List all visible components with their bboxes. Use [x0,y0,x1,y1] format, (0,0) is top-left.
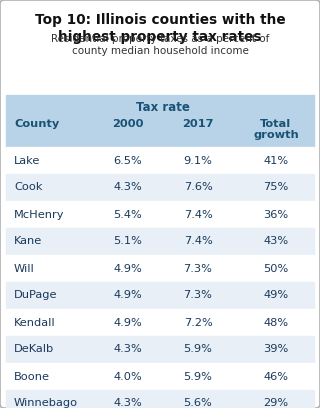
Text: 39%: 39% [263,344,289,355]
Text: 4.3%: 4.3% [114,399,142,408]
Text: 6.5%: 6.5% [114,155,142,166]
Text: 2000: 2000 [112,119,144,129]
Text: Will: Will [14,264,35,273]
Text: 5.6%: 5.6% [184,399,212,408]
Text: 41%: 41% [263,155,289,166]
Text: 29%: 29% [263,399,289,408]
Text: 50%: 50% [263,264,289,273]
Text: Cook: Cook [14,182,43,193]
Text: 7.3%: 7.3% [184,290,212,301]
Text: 4.0%: 4.0% [114,372,142,381]
Bar [6,255,314,282]
Text: Tax rate: Tax rate [136,101,190,114]
Text: 7.4%: 7.4% [184,209,212,220]
Text: Boone: Boone [14,372,50,381]
Text: DuPage: DuPage [14,290,58,301]
Bar [6,363,314,390]
Bar [6,228,314,255]
Text: McHenry: McHenry [14,209,65,220]
Text: Top 10: Illinois counties with the
highest property tax rates: Top 10: Illinois counties with the highe… [35,13,285,44]
Text: DeKalb: DeKalb [14,344,54,355]
Text: County: County [14,119,59,129]
Text: 5.1%: 5.1% [114,237,142,246]
Bar [6,201,314,228]
Text: 49%: 49% [263,290,289,301]
Text: Lake: Lake [14,155,40,166]
Text: 48%: 48% [263,317,289,328]
Text: Kendall: Kendall [14,317,56,328]
Bar [6,390,314,408]
Text: 4.3%: 4.3% [114,182,142,193]
Text: 7.2%: 7.2% [184,317,212,328]
Text: 75%: 75% [263,182,289,193]
Bar [6,95,314,147]
Text: 4.9%: 4.9% [114,317,142,328]
Text: 5.9%: 5.9% [184,344,212,355]
Bar [6,147,314,174]
Text: 7.3%: 7.3% [184,264,212,273]
Bar [6,174,314,201]
Text: 9.1%: 9.1% [184,155,212,166]
Text: Winnebago: Winnebago [14,399,78,408]
Text: Residential property taxes as a percent of
county median household income: Residential property taxes as a percent … [51,34,269,56]
Text: Kane: Kane [14,237,42,246]
Text: 4.9%: 4.9% [114,264,142,273]
Text: 5.4%: 5.4% [114,209,142,220]
Text: 36%: 36% [263,209,289,220]
Text: 7.4%: 7.4% [184,237,212,246]
Text: 43%: 43% [263,237,289,246]
Text: 4.3%: 4.3% [114,344,142,355]
Text: Total
growth: Total growth [253,119,299,140]
Bar [6,309,314,336]
Text: 7.6%: 7.6% [184,182,212,193]
Text: 2017: 2017 [182,119,214,129]
Bar [6,336,314,363]
Text: 4.9%: 4.9% [114,290,142,301]
Text: 46%: 46% [263,372,289,381]
Bar [6,282,314,309]
Text: 5.9%: 5.9% [184,372,212,381]
